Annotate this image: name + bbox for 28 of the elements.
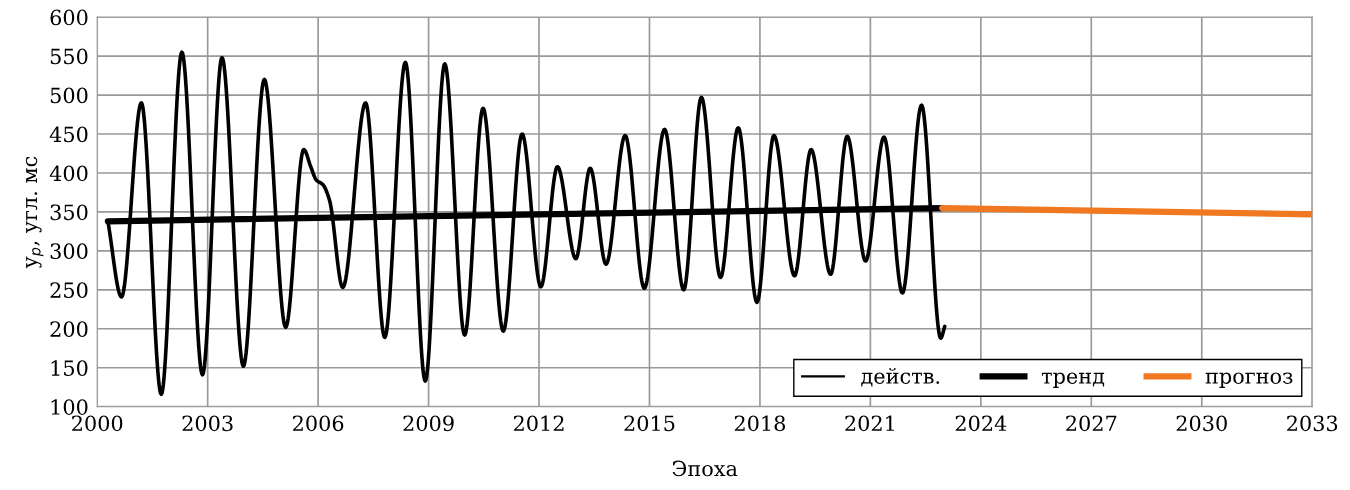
- x-tick-label: 2021: [845, 415, 894, 432]
- y-tick-label: 300: [50, 243, 88, 260]
- x-tick-label: 2018: [734, 415, 786, 432]
- legend-label: прогноз: [1205, 372, 1293, 388]
- x-tick-label: 2012: [513, 415, 564, 432]
- y-tick-label: 500: [50, 87, 88, 104]
- y-axis-title: y$_{p}$, угл. мс: [25, 156, 44, 269]
- legend-label: тренд: [1041, 372, 1105, 388]
- y-tick-label: 400: [49, 165, 88, 182]
- y-tick-label: 200: [50, 321, 88, 337]
- y-tick-label: 350: [50, 204, 88, 221]
- y-tick-label: 100: [51, 399, 88, 415]
- x-tick-label: 2006: [293, 415, 344, 432]
- y-tick-label: 150: [51, 360, 88, 376]
- x-tick-label: 2009: [403, 415, 454, 432]
- y-tick-label: 550: [50, 48, 88, 65]
- y-tick-label: 600: [50, 9, 88, 26]
- x-tick-label: 2003: [182, 415, 233, 432]
- y-tick-label: 250: [50, 282, 88, 299]
- x-axis-title: Эпоха: [672, 460, 738, 477]
- x-tick-label: 2015: [624, 415, 675, 432]
- y-tick-label: 450: [49, 126, 88, 143]
- legend-label: действ.: [861, 368, 940, 387]
- x-tick-label: 2027: [1066, 415, 1117, 432]
- x-tick-label: 2030: [1176, 415, 1227, 432]
- x-tick-label: 2033: [1287, 415, 1338, 432]
- x-tick-label: 2000: [72, 415, 123, 432]
- x-tick-label: 2024: [955, 415, 1007, 432]
